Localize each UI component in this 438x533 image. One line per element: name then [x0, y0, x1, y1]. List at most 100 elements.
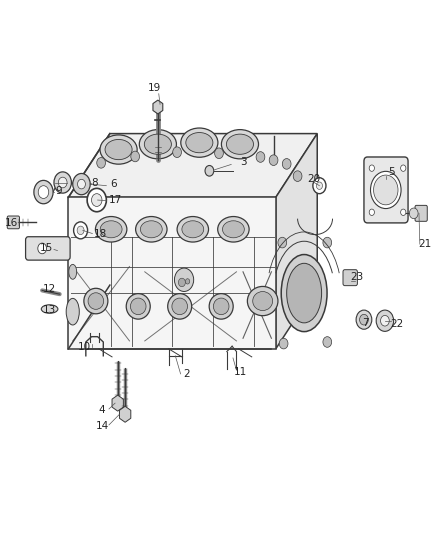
Circle shape	[293, 171, 302, 181]
Circle shape	[97, 158, 106, 168]
Circle shape	[381, 316, 389, 326]
Ellipse shape	[281, 255, 327, 332]
Circle shape	[38, 185, 49, 198]
FancyBboxPatch shape	[343, 270, 357, 286]
FancyBboxPatch shape	[415, 205, 427, 221]
Polygon shape	[276, 134, 317, 349]
Circle shape	[410, 208, 418, 219]
Text: 8: 8	[91, 177, 98, 188]
Circle shape	[283, 159, 291, 169]
Ellipse shape	[253, 292, 272, 311]
Circle shape	[356, 310, 372, 329]
Circle shape	[316, 182, 322, 189]
Circle shape	[369, 209, 374, 215]
Circle shape	[34, 180, 53, 204]
Ellipse shape	[84, 288, 108, 314]
Circle shape	[38, 243, 46, 254]
Ellipse shape	[69, 264, 77, 279]
Ellipse shape	[141, 221, 162, 238]
Circle shape	[178, 278, 185, 287]
Text: 20: 20	[307, 174, 321, 184]
Circle shape	[185, 279, 190, 284]
Text: 5: 5	[388, 167, 395, 177]
Circle shape	[401, 165, 406, 171]
Ellipse shape	[136, 216, 167, 242]
Circle shape	[360, 314, 368, 325]
Ellipse shape	[182, 221, 204, 238]
Circle shape	[78, 179, 85, 189]
Ellipse shape	[213, 298, 229, 314]
Circle shape	[131, 151, 140, 162]
Ellipse shape	[131, 298, 146, 314]
FancyBboxPatch shape	[25, 237, 70, 260]
Circle shape	[323, 337, 332, 348]
Circle shape	[279, 338, 288, 349]
Circle shape	[205, 165, 214, 176]
Text: 13: 13	[43, 305, 56, 315]
Text: 14: 14	[95, 421, 109, 431]
Circle shape	[77, 226, 84, 235]
Text: 12: 12	[43, 284, 56, 294]
Circle shape	[87, 188, 106, 212]
Ellipse shape	[41, 305, 58, 313]
Text: 15: 15	[40, 243, 53, 253]
Ellipse shape	[223, 221, 244, 238]
Text: 11: 11	[233, 367, 247, 377]
Circle shape	[369, 165, 374, 171]
FancyBboxPatch shape	[364, 157, 408, 223]
Ellipse shape	[145, 134, 171, 155]
Text: 22: 22	[391, 319, 404, 329]
Ellipse shape	[247, 286, 278, 316]
Ellipse shape	[226, 134, 254, 155]
Ellipse shape	[105, 140, 132, 160]
Text: 21: 21	[418, 239, 432, 249]
Circle shape	[256, 152, 265, 163]
Text: 10: 10	[78, 342, 91, 352]
Polygon shape	[68, 134, 317, 197]
Text: 2: 2	[183, 369, 190, 379]
Circle shape	[401, 209, 406, 215]
Ellipse shape	[177, 216, 208, 242]
Circle shape	[376, 310, 394, 332]
Ellipse shape	[100, 221, 122, 238]
Circle shape	[74, 222, 88, 239]
Circle shape	[278, 237, 287, 248]
Text: 7: 7	[362, 318, 369, 328]
Ellipse shape	[221, 130, 258, 159]
Circle shape	[269, 155, 278, 165]
Circle shape	[58, 177, 67, 188]
Circle shape	[173, 147, 181, 158]
Circle shape	[323, 237, 332, 248]
Ellipse shape	[186, 133, 213, 153]
Text: 3: 3	[240, 157, 246, 167]
Text: 17: 17	[109, 195, 122, 205]
Text: 18: 18	[94, 229, 107, 239]
Ellipse shape	[126, 294, 150, 319]
Circle shape	[215, 148, 223, 159]
Text: 6: 6	[110, 179, 117, 189]
Ellipse shape	[168, 294, 192, 319]
Text: 16: 16	[5, 218, 18, 228]
Circle shape	[73, 173, 90, 195]
Text: 23: 23	[350, 272, 363, 282]
Ellipse shape	[66, 298, 79, 325]
Ellipse shape	[209, 294, 233, 319]
Text: 4: 4	[99, 405, 105, 415]
Ellipse shape	[287, 263, 321, 323]
Ellipse shape	[139, 130, 177, 159]
Circle shape	[92, 193, 102, 206]
Ellipse shape	[218, 216, 249, 242]
Circle shape	[174, 268, 194, 292]
Ellipse shape	[172, 298, 187, 314]
Circle shape	[374, 175, 398, 205]
FancyBboxPatch shape	[7, 216, 19, 229]
Ellipse shape	[88, 293, 104, 309]
Circle shape	[313, 177, 326, 193]
Ellipse shape	[100, 135, 137, 164]
Ellipse shape	[95, 216, 127, 242]
Text: 19: 19	[148, 83, 161, 93]
Ellipse shape	[181, 128, 218, 157]
Circle shape	[54, 172, 71, 193]
Circle shape	[371, 171, 401, 208]
Polygon shape	[68, 197, 276, 349]
